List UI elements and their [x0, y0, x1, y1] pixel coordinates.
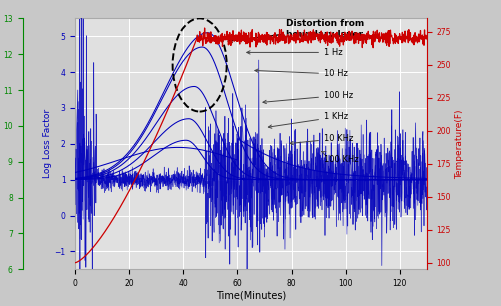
Text: Distortion from
boundary layer: Distortion from boundary layer — [228, 19, 364, 43]
Y-axis label: Log Loss Factor: Log Loss Factor — [43, 109, 52, 178]
Text: 1 KHz: 1 KHz — [268, 112, 347, 128]
Text: 10 KHz: 10 KHz — [290, 134, 353, 145]
Text: 100 KHz: 100 KHz — [321, 151, 358, 164]
Text: 1 Hz: 1 Hz — [246, 48, 342, 57]
Text: 10 Hz: 10 Hz — [255, 69, 347, 78]
X-axis label: Time(Minutes): Time(Minutes) — [215, 291, 286, 301]
Y-axis label: Temperature(F): Temperature(F) — [454, 109, 463, 179]
Text: 100 Hz: 100 Hz — [263, 91, 352, 104]
